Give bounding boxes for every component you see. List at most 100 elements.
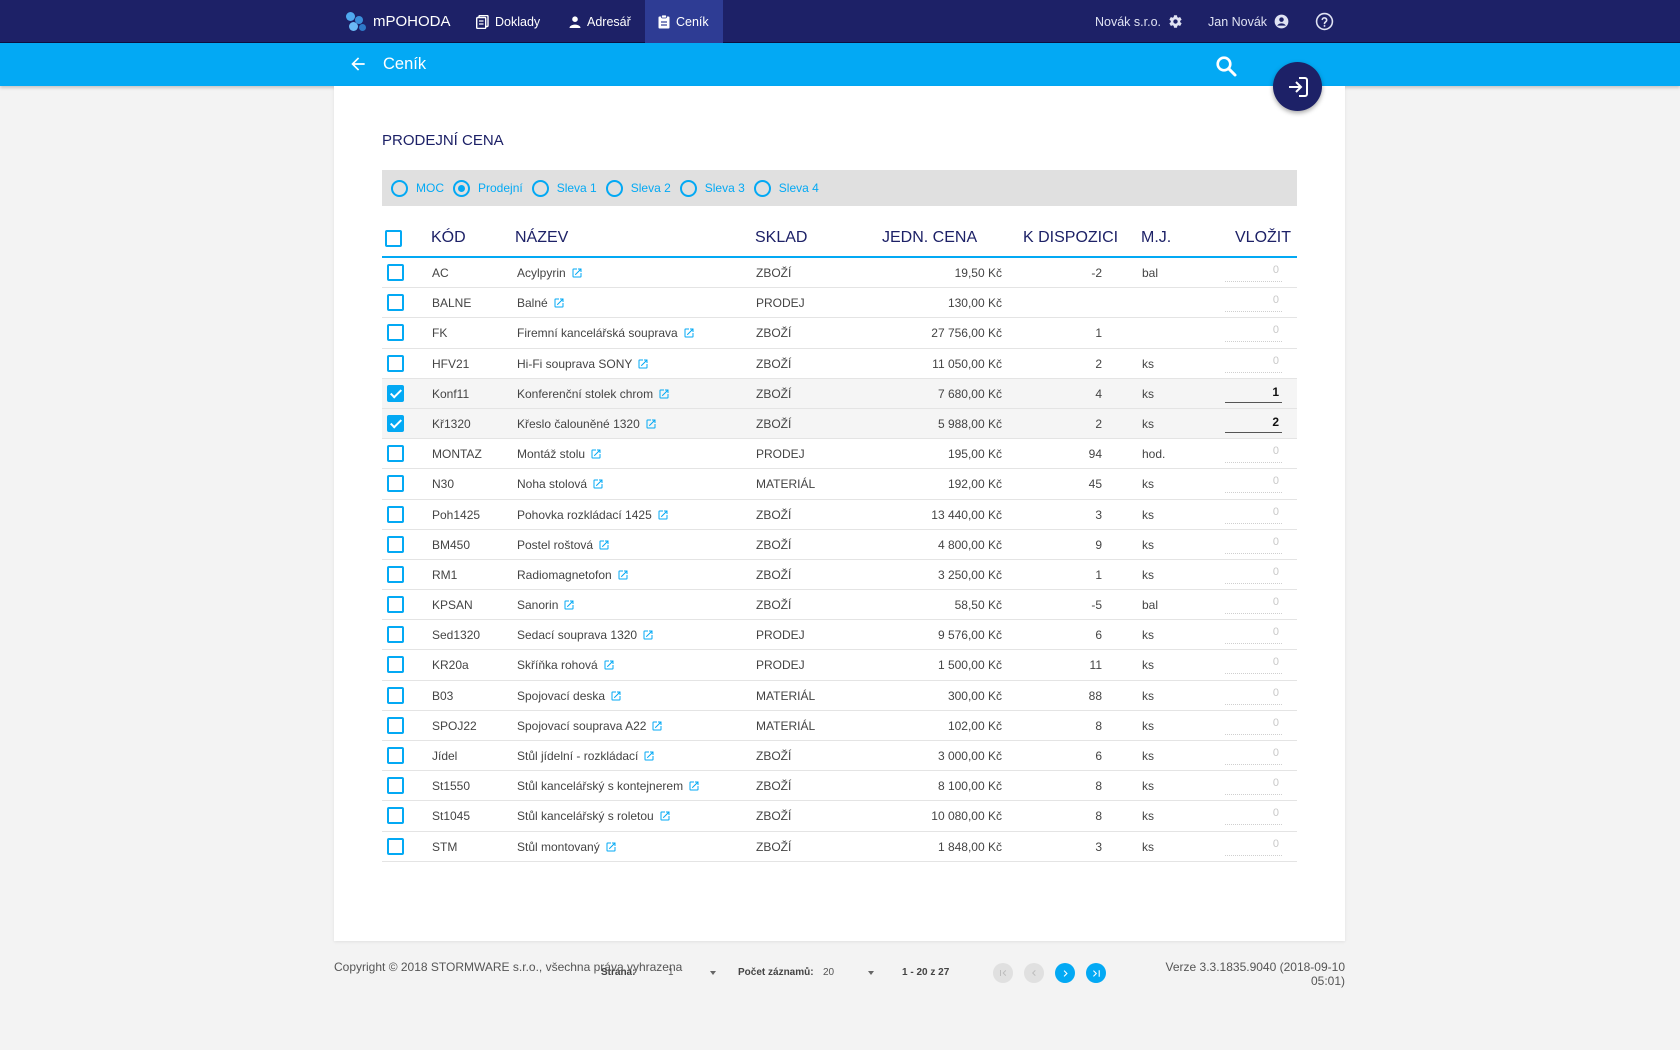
open-in-new-icon[interactable] bbox=[598, 539, 610, 554]
row-checkbox[interactable] bbox=[387, 414, 404, 432]
open-in-new-icon[interactable] bbox=[605, 841, 617, 856]
price-type-radio[interactable]: Sleva 1 bbox=[531, 179, 597, 197]
quantity-input[interactable]: 0 bbox=[1225, 803, 1282, 826]
quantity-input[interactable]: 0 bbox=[1225, 441, 1282, 464]
price-type-radio[interactable]: Sleva 3 bbox=[679, 179, 745, 197]
quantity-input[interactable]: 0 bbox=[1225, 622, 1282, 645]
nav-doklady[interactable]: Doklady bbox=[463, 0, 553, 43]
row-checkbox[interactable] bbox=[387, 445, 404, 463]
price-type-radio[interactable]: Sleva 4 bbox=[753, 179, 819, 197]
table-row[interactable]: HFV21 Hi-Fi souprava SONY ZBOŽÍ 11 050,00 K… bbox=[382, 349, 1297, 379]
open-in-new-icon[interactable] bbox=[592, 478, 604, 493]
open-in-new-icon[interactable] bbox=[610, 690, 622, 705]
nav-cenik[interactable]: Ceník bbox=[645, 0, 723, 43]
quantity-input[interactable]: 1 bbox=[1225, 381, 1282, 403]
open-in-new-icon[interactable] bbox=[645, 418, 657, 433]
quantity-input[interactable]: 0 bbox=[1225, 562, 1282, 584]
open-in-new-icon[interactable] bbox=[651, 720, 663, 735]
table-row[interactable]: AC Acylpyrin ZBOŽÍ 19,50 Kč -2 bal 0 bbox=[382, 258, 1297, 289]
company-switch[interactable]: Novák s.r.o. bbox=[1095, 0, 1183, 43]
open-in-new-icon[interactable] bbox=[617, 569, 629, 584]
column-header-available[interactable]: K DISPOZICI bbox=[1023, 229, 1119, 246]
quantity-input[interactable]: 0 bbox=[1225, 351, 1282, 373]
row-checkbox[interactable] bbox=[387, 505, 404, 523]
brand[interactable]: mPOHODA bbox=[346, 0, 451, 43]
row-checkbox[interactable] bbox=[387, 626, 404, 644]
quantity-input[interactable]: 2 bbox=[1225, 411, 1282, 433]
open-in-new-icon[interactable] bbox=[688, 780, 700, 795]
quantity-input[interactable]: 0 bbox=[1225, 834, 1282, 856]
quantity-input[interactable]: 0 bbox=[1225, 471, 1282, 494]
records-select[interactable]: 20 bbox=[823, 967, 835, 978]
table-row[interactable]: SPOJ22 Spojovací souprava A22 MATERIÁL 102,… bbox=[382, 711, 1297, 741]
table-row[interactable]: Konf11 Konferenční stolek chrom ZBOŽÍ 7 680… bbox=[382, 378, 1297, 409]
table-row[interactable]: Kř1320 Křeslo čalouněné 1320 ZBOŽÍ 5 988,00… bbox=[382, 408, 1297, 440]
open-in-new-icon[interactable] bbox=[658, 388, 670, 403]
row-checkbox[interactable] bbox=[387, 354, 404, 372]
column-header-name[interactable]: NÁZEV bbox=[515, 229, 569, 246]
open-in-new-icon[interactable] bbox=[659, 810, 671, 825]
open-in-new-icon[interactable] bbox=[590, 448, 602, 463]
quantity-input[interactable]: 0 bbox=[1225, 532, 1282, 554]
quantity-input[interactable]: 0 bbox=[1225, 683, 1282, 705]
open-in-new-icon[interactable] bbox=[563, 599, 575, 614]
price-type-radio[interactable]: Sleva 2 bbox=[605, 179, 671, 197]
row-checkbox[interactable] bbox=[387, 324, 404, 342]
help-button[interactable] bbox=[1315, 0, 1334, 43]
row-checkbox[interactable] bbox=[387, 294, 404, 312]
table-row[interactable]: B03 Spojovací deska MATERIÁL 300,00 Kč 88 ks 0 bbox=[382, 681, 1297, 711]
open-in-new-icon[interactable] bbox=[553, 297, 565, 312]
row-checkbox[interactable] bbox=[387, 565, 404, 583]
table-row[interactable]: RM1 Radiomagnetofon ZBOŽÍ 3 250,00 Kč 1 ks 0 bbox=[382, 560, 1297, 591]
open-in-new-icon[interactable] bbox=[643, 750, 655, 765]
open-in-new-icon[interactable] bbox=[657, 509, 669, 524]
column-header-price[interactable]: JEDN. CENA bbox=[882, 229, 978, 246]
table-row[interactable]: BALNE Balné PRODEJ 130,00 Kč 0 bbox=[382, 288, 1297, 319]
row-checkbox[interactable] bbox=[387, 384, 404, 402]
open-in-new-icon[interactable] bbox=[642, 629, 654, 644]
quantity-input[interactable]: 0 bbox=[1225, 592, 1282, 615]
table-row[interactable]: Poh1425 Pohovka rozkládací 1425 ZBOŽÍ 13 44… bbox=[382, 500, 1297, 530]
quantity-input[interactable]: 0 bbox=[1225, 773, 1282, 796]
table-row[interactable]: Sed1320 Sedací souprava 1320 PRODEJ 9 576,0… bbox=[382, 620, 1297, 651]
table-row[interactable]: KPSAN Sanorin ZBOŽÍ 58,50 Kč -5 bal 0 bbox=[382, 590, 1297, 621]
back-arrow-icon[interactable] bbox=[348, 54, 368, 74]
next-page-button[interactable] bbox=[1055, 963, 1075, 983]
row-checkbox[interactable] bbox=[387, 837, 404, 855]
open-in-new-icon[interactable] bbox=[571, 267, 583, 282]
user-menu[interactable]: Jan Novák bbox=[1208, 0, 1289, 43]
records-select-caret-icon[interactable] bbox=[868, 971, 874, 975]
first-page-button[interactable] bbox=[993, 963, 1013, 983]
table-row[interactable]: N30 Noha stolová MATERIÁL 192,00 Kč 45 ks 0 bbox=[382, 469, 1297, 500]
search-icon[interactable] bbox=[1214, 54, 1238, 78]
quantity-input[interactable]: 0 bbox=[1225, 502, 1282, 524]
table-row[interactable]: MONTAZ Montáž stolu PRODEJ 195,00 Kč 94 hod. 0 bbox=[382, 439, 1297, 470]
quantity-input[interactable]: 0 bbox=[1225, 320, 1282, 343]
column-header-store[interactable]: SKLAD bbox=[755, 229, 808, 246]
row-checkbox[interactable] bbox=[387, 656, 404, 674]
column-header-unit[interactable]: M.J. bbox=[1141, 229, 1172, 246]
row-checkbox[interactable] bbox=[387, 716, 404, 734]
open-in-new-icon[interactable] bbox=[683, 327, 695, 342]
page-select[interactable]: 1 bbox=[668, 967, 674, 978]
last-page-button[interactable] bbox=[1086, 963, 1106, 983]
row-checkbox[interactable] bbox=[387, 777, 404, 795]
table-row[interactable]: St1550 Stůl kancelářský s kontejnerem ZBOŽ… bbox=[382, 771, 1297, 802]
select-all-checkbox[interactable] bbox=[385, 230, 402, 247]
open-in-new-icon[interactable] bbox=[603, 659, 615, 674]
table-row[interactable]: St1045 Stůl kancelářský s roletou ZBOŽÍ 10 … bbox=[382, 801, 1297, 832]
row-checkbox[interactable] bbox=[387, 596, 404, 614]
page-select-caret-icon[interactable] bbox=[710, 971, 716, 975]
row-checkbox[interactable] bbox=[387, 747, 404, 764]
table-row[interactable]: Jídel Stůl jídelní - rozkládací ZBOŽÍ 3 000… bbox=[382, 741, 1297, 772]
row-checkbox[interactable] bbox=[387, 807, 404, 825]
quantity-input[interactable]: 0 bbox=[1225, 713, 1282, 735]
quantity-input[interactable]: 0 bbox=[1225, 652, 1282, 675]
column-header-code[interactable]: KÓD bbox=[431, 229, 466, 246]
quantity-input[interactable]: 0 bbox=[1225, 260, 1282, 282]
row-checkbox[interactable] bbox=[387, 535, 404, 553]
quantity-input[interactable]: 0 bbox=[1225, 743, 1282, 765]
table-row[interactable]: KR20a Skříňka rohová PRODEJ 1 500,00 Kč 11 ks… bbox=[382, 650, 1297, 681]
table-row[interactable]: STM Stůl montovaný ZBOŽÍ 1 848,00 Kč 3 ks 0 bbox=[382, 832, 1297, 862]
insert-to-document-button[interactable] bbox=[1273, 62, 1322, 111]
